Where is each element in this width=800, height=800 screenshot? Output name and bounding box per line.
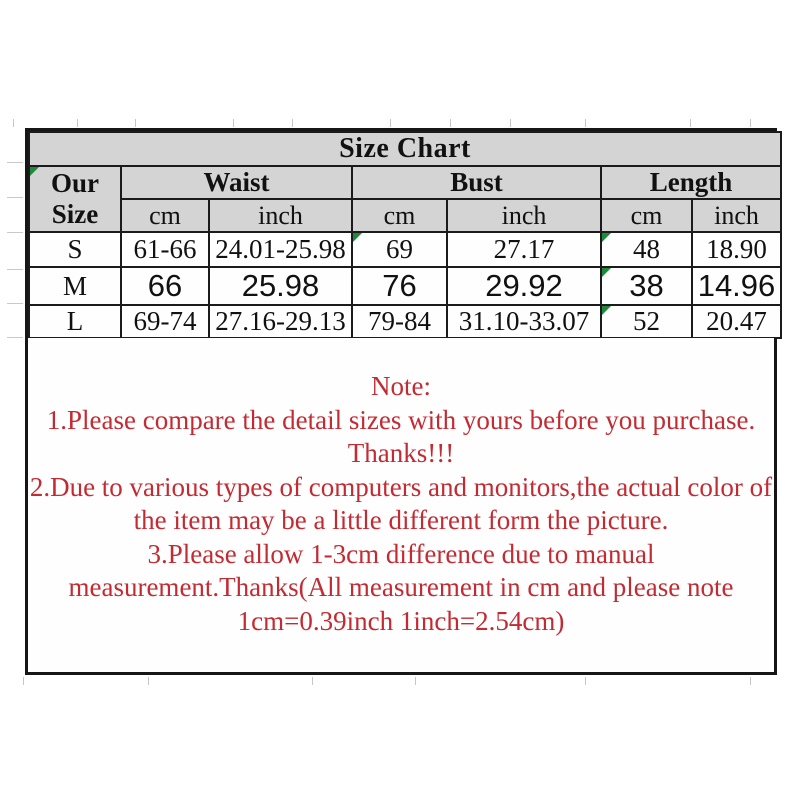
gridline-stub <box>135 119 136 127</box>
cell-size-s: S <box>28 231 122 268</box>
header-waist-inch: inch <box>208 198 353 233</box>
cell-length-inch-l: 20.47 <box>691 304 782 339</box>
cell-waist-inch-s: 24.01-25.98 <box>208 231 353 268</box>
cell-corner-marker <box>603 269 611 277</box>
gridline-stub <box>750 677 751 685</box>
cell-length-inch-m: 14.96 <box>691 266 782 306</box>
table-title: Size Chart <box>28 131 782 167</box>
cell-corner-marker <box>603 307 611 315</box>
cell-length-cm-m-value: 38 <box>629 268 664 303</box>
cell-bust-cm-m: 76 <box>351 266 448 306</box>
cell-waist-inch-l: 27.16-29.13 <box>208 304 353 339</box>
gridline-stub <box>585 119 586 127</box>
cell-length-cm-l: 52 <box>600 304 693 339</box>
gridline-stub <box>7 162 23 163</box>
cell-length-inch-s: 18.90 <box>691 231 782 268</box>
cell-waist-cm-l: 69-74 <box>120 304 210 339</box>
gridline-stub <box>7 232 23 233</box>
gridline-stub <box>450 119 451 127</box>
cell-length-cm-s: 48 <box>600 231 693 268</box>
header-length-cm: cm <box>600 198 693 233</box>
group-header-row: Our Size Waist Bust Length <box>28 165 782 233</box>
gridline-stub <box>7 269 23 270</box>
cell-size-l: L <box>28 304 122 339</box>
gridline-stub <box>13 119 14 127</box>
gridline-stub <box>510 119 511 127</box>
cell-bust-inch-l: 31.10-33.07 <box>446 304 602 339</box>
header-bust: Bust <box>351 165 602 200</box>
gridline-stub <box>415 677 416 685</box>
cell-bust-cm-s: 69 <box>351 231 448 268</box>
gridline-stub <box>23 677 24 685</box>
header-bust-cm: cm <box>351 198 448 233</box>
cell-waist-cm-s: 61-66 <box>120 231 210 268</box>
cell-bust-cm-s-value: 69 <box>386 234 413 264</box>
header-bust-inch: inch <box>446 198 602 233</box>
header-our-size-line2: Size <box>51 199 99 229</box>
size-table: Size Chart Our Size Waist Bust Length cm… <box>28 131 782 339</box>
table-row-s: S 61-66 24.01-25.98 69 27.17 48 18.90 <box>28 231 782 268</box>
cell-corner-marker <box>603 234 611 242</box>
gridline-stub <box>7 303 23 304</box>
cell-bust-cm-l: 79-84 <box>351 304 448 339</box>
header-waist-cm: cm <box>120 198 210 233</box>
cell-waist-inch-m: 25.98 <box>208 266 353 306</box>
note-section: Note: 1.Please compare the detail sizes … <box>28 338 774 672</box>
note-line: 2.Due to various types of computers and … <box>29 471 773 502</box>
header-length-inch: inch <box>691 198 782 233</box>
gridline-stub <box>292 119 293 127</box>
gridline-stub <box>750 119 751 127</box>
note-line: 3.Please allow 1-3cm difference due to m… <box>147 538 655 569</box>
cell-length-cm-s-value: 48 <box>633 234 660 264</box>
gridline-stub <box>390 119 391 127</box>
header-our-size-line1: Our <box>50 168 99 198</box>
cell-bust-inch-m: 29.92 <box>446 266 602 306</box>
unit-header-row: cm inch cm inch cm inch <box>29 198 782 233</box>
header-length: Length <box>600 165 782 200</box>
note-line: 1.Please compare the detail sizes with y… <box>46 404 756 435</box>
note-line: measurement.Thanks(All measurement in cm… <box>68 572 734 602</box>
note-line: the item may be a little different form … <box>133 505 669 535</box>
header-our-size: Our Size <box>28 165 122 233</box>
cell-length-cm-l-value: 52 <box>633 306 660 336</box>
table-row-m: M 66 25.98 76 29.92 38 14.96 <box>28 266 782 306</box>
header-waist: Waist <box>120 165 353 200</box>
cell-waist-cm-m: 66 <box>120 266 210 306</box>
gridline-stub <box>7 197 23 198</box>
gridline-stub <box>233 119 234 127</box>
gridline-stub <box>312 677 313 685</box>
gridline-stub <box>585 677 586 685</box>
gridline-stub <box>7 337 23 338</box>
gridline-stub <box>690 119 691 127</box>
cell-bust-inch-s: 27.17 <box>446 231 602 268</box>
gridline-stub <box>148 677 149 685</box>
table-title-row: Size Chart <box>28 131 782 167</box>
size-chart-box: Size Chart Our Size Waist Bust Length cm… <box>25 128 782 675</box>
table-row-l: L 69-74 27.16-29.13 79-84 31.10-33.07 52… <box>28 304 782 339</box>
cell-corner-marker <box>354 234 362 242</box>
note-line: Thanks!!! <box>347 438 455 468</box>
cell-size-m: M <box>28 266 122 306</box>
note-line: 1cm=0.39inch 1inch=2.54cm) <box>237 605 565 636</box>
cell-length-cm-m: 38 <box>600 266 693 306</box>
gridline-stub <box>77 119 78 127</box>
note-heading: Note: <box>371 371 431 401</box>
